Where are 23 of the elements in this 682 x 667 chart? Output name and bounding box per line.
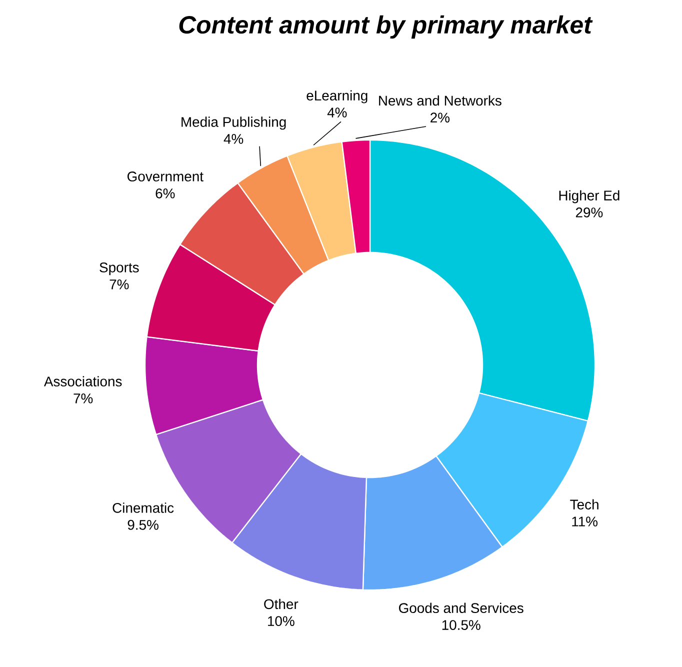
data-label: 7% [74,394,93,404]
slice-label: Goods and Services [399,602,524,614]
slice-label: Associations [44,376,122,386]
data-label: 4% [224,134,244,144]
slice-label: News and Networks [379,95,502,106]
slice-label: Cinematic [112,502,174,513]
chart-title: Content amount by primary market [179,15,593,39]
data-label: 7% [110,280,129,290]
slice-label: eLearning [306,90,368,104]
slice-label: Higher Ed [559,190,620,204]
slice-label: Tech [570,499,598,510]
data-label: 10.5% [442,620,480,630]
data-label: 6% [156,188,175,198]
data-label: 11% [572,516,598,526]
data-label: 4% [327,108,347,118]
data-label: 2% [430,112,450,122]
slice-label: Government [127,172,204,182]
slice-label: Media Publishing [182,116,286,130]
slice-label: Sports [100,262,139,276]
slice-label: Other [264,598,298,610]
data-label: 10% [268,616,294,626]
data-label: 9.5% [128,520,158,530]
data-label: 29% [576,208,603,218]
